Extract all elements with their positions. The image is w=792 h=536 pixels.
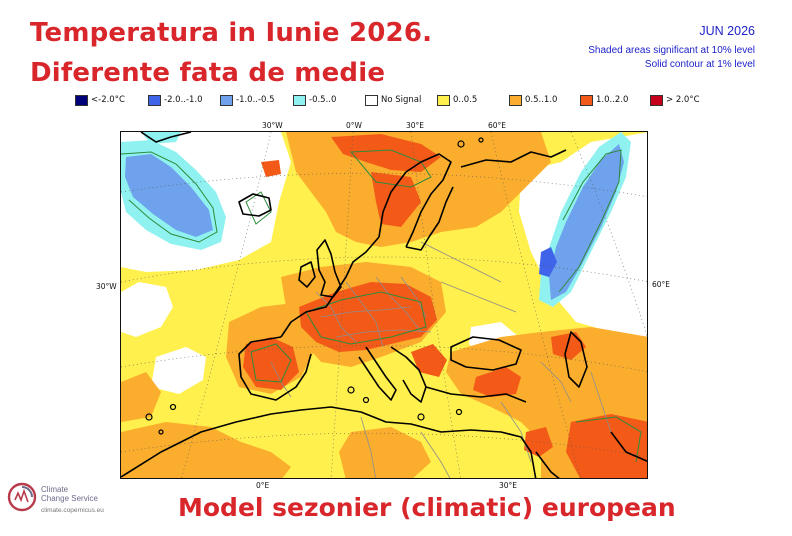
significance-note-shaded: Shaded areas significant at 10% level bbox=[588, 45, 755, 56]
logo-text-line-2: Change Service bbox=[41, 494, 98, 503]
coastline-iberia bbox=[238, 336, 312, 401]
page-title-line-1: Temperatura in Iunie 2026. bbox=[30, 18, 433, 48]
red-shade-iceland-east bbox=[261, 160, 281, 177]
legend-label: No Signal bbox=[381, 95, 422, 105]
graticule bbox=[121, 132, 647, 478]
no-signal-area-atlantic-south bbox=[151, 347, 206, 394]
coastline-red-sea bbox=[535, 451, 560, 478]
red-shade-scandinavia bbox=[331, 134, 441, 172]
medium-blue-shade-north-atlantic bbox=[125, 154, 213, 237]
lon-label-top: 30°E bbox=[406, 121, 425, 130]
page-title-line-2: Diferente fata de medie bbox=[30, 58, 386, 88]
legend-label: -0.5..0 bbox=[309, 95, 337, 105]
legend-item: No Signal bbox=[365, 93, 421, 107]
coastline-great-britain bbox=[316, 239, 342, 298]
red-shade-turkey bbox=[473, 367, 521, 397]
islands bbox=[145, 137, 484, 435]
legend-swatch bbox=[148, 94, 161, 106]
orange-shade-north-africa bbox=[121, 422, 291, 478]
lon-label-top: 0°W bbox=[346, 121, 362, 130]
coastline-black-sea bbox=[450, 336, 522, 371]
lat-label-left: 30°W bbox=[96, 282, 117, 291]
legend-label: -1.0..-0.5 bbox=[236, 95, 275, 105]
temperature-anomaly-map bbox=[120, 131, 648, 479]
orange-shade-sahara bbox=[339, 427, 431, 478]
legend-swatch bbox=[509, 94, 522, 106]
light-cyan-shade-iceland bbox=[141, 132, 181, 144]
legend-label: > 2.0°C bbox=[666, 95, 700, 105]
copernicus-logo-icon bbox=[7, 482, 37, 512]
legend-item: > 2.0°C bbox=[650, 93, 700, 107]
coastline-western-europe bbox=[280, 236, 380, 338]
legend-swatch bbox=[365, 94, 378, 106]
legend-label: <-2.0°C bbox=[91, 95, 125, 105]
legend-item: -2.0..-1.0 bbox=[148, 93, 203, 107]
legend-swatch bbox=[293, 94, 306, 106]
legend-swatch bbox=[580, 94, 593, 106]
significance-contours bbox=[121, 149, 642, 463]
legend-label: 0.5..1.0 bbox=[525, 95, 558, 105]
blue-shade-russia-core bbox=[539, 247, 557, 277]
logo-text-line-1: Climate bbox=[41, 485, 69, 494]
coastline-italy bbox=[358, 346, 397, 401]
legend-label: -2.0..-1.0 bbox=[164, 95, 203, 105]
orange-shade-atlantic-south bbox=[121, 372, 161, 422]
lon-label-top: 30°W bbox=[262, 121, 283, 130]
coastline-ireland bbox=[298, 261, 316, 288]
red-shade-levant bbox=[524, 427, 553, 457]
legend-swatch bbox=[437, 94, 450, 106]
legend-item: -1.0..-0.5 bbox=[220, 93, 275, 107]
copernicus-logo: Climate Change Service climate.copernicu… bbox=[6, 476, 118, 518]
red-shade-balkans bbox=[411, 344, 447, 377]
coastline-greenland bbox=[140, 132, 192, 143]
legend-item: 1.0..2.0 bbox=[580, 93, 628, 107]
coastlines bbox=[121, 132, 647, 478]
lon-label-bottom: 0°E bbox=[256, 481, 270, 490]
legend-swatch bbox=[75, 94, 88, 106]
coastline-scandinavia bbox=[378, 153, 452, 248]
coastline-anatolia bbox=[425, 386, 527, 403]
legend-item: -0.5..0 bbox=[293, 93, 336, 107]
coastline-caspian bbox=[564, 331, 588, 388]
coastline-iceland bbox=[238, 193, 272, 217]
significance-note-contour: Solid contour at 1% level bbox=[644, 59, 755, 70]
legend-item: 0.5..1.0 bbox=[509, 93, 557, 107]
lon-label-bottom: 30°E bbox=[499, 481, 518, 490]
legend-swatch bbox=[650, 94, 663, 106]
country-borders bbox=[270, 241, 612, 478]
medium-blue-shade-russia bbox=[549, 144, 624, 300]
coastline-arctic-russia bbox=[460, 149, 567, 168]
coastline-baltic bbox=[405, 186, 454, 251]
coastline-persian-gulf bbox=[610, 431, 647, 463]
footer-caption: Model sezonier (climatic) european bbox=[178, 493, 676, 522]
lon-label-top: 60°E bbox=[488, 121, 507, 130]
no-signal-area-atlantic-west bbox=[121, 282, 173, 337]
logo-url: climate.copernicus.eu bbox=[41, 507, 104, 514]
red-shade-france-central-europe bbox=[299, 282, 437, 352]
legend-label: 1.0..2.0 bbox=[596, 95, 629, 105]
lat-label-right: 60°E bbox=[652, 280, 671, 289]
coastline-north-africa bbox=[121, 406, 537, 478]
map-canvas bbox=[121, 132, 647, 478]
legend-item: <-2.0°C bbox=[75, 93, 125, 107]
legend-item: 0..0.5 bbox=[437, 93, 477, 107]
forecast-month: JUN 2026 bbox=[699, 24, 755, 38]
red-shade-middle-east bbox=[566, 414, 647, 478]
legend-swatch bbox=[220, 94, 233, 106]
legend-label: 0..0.5 bbox=[453, 95, 478, 105]
